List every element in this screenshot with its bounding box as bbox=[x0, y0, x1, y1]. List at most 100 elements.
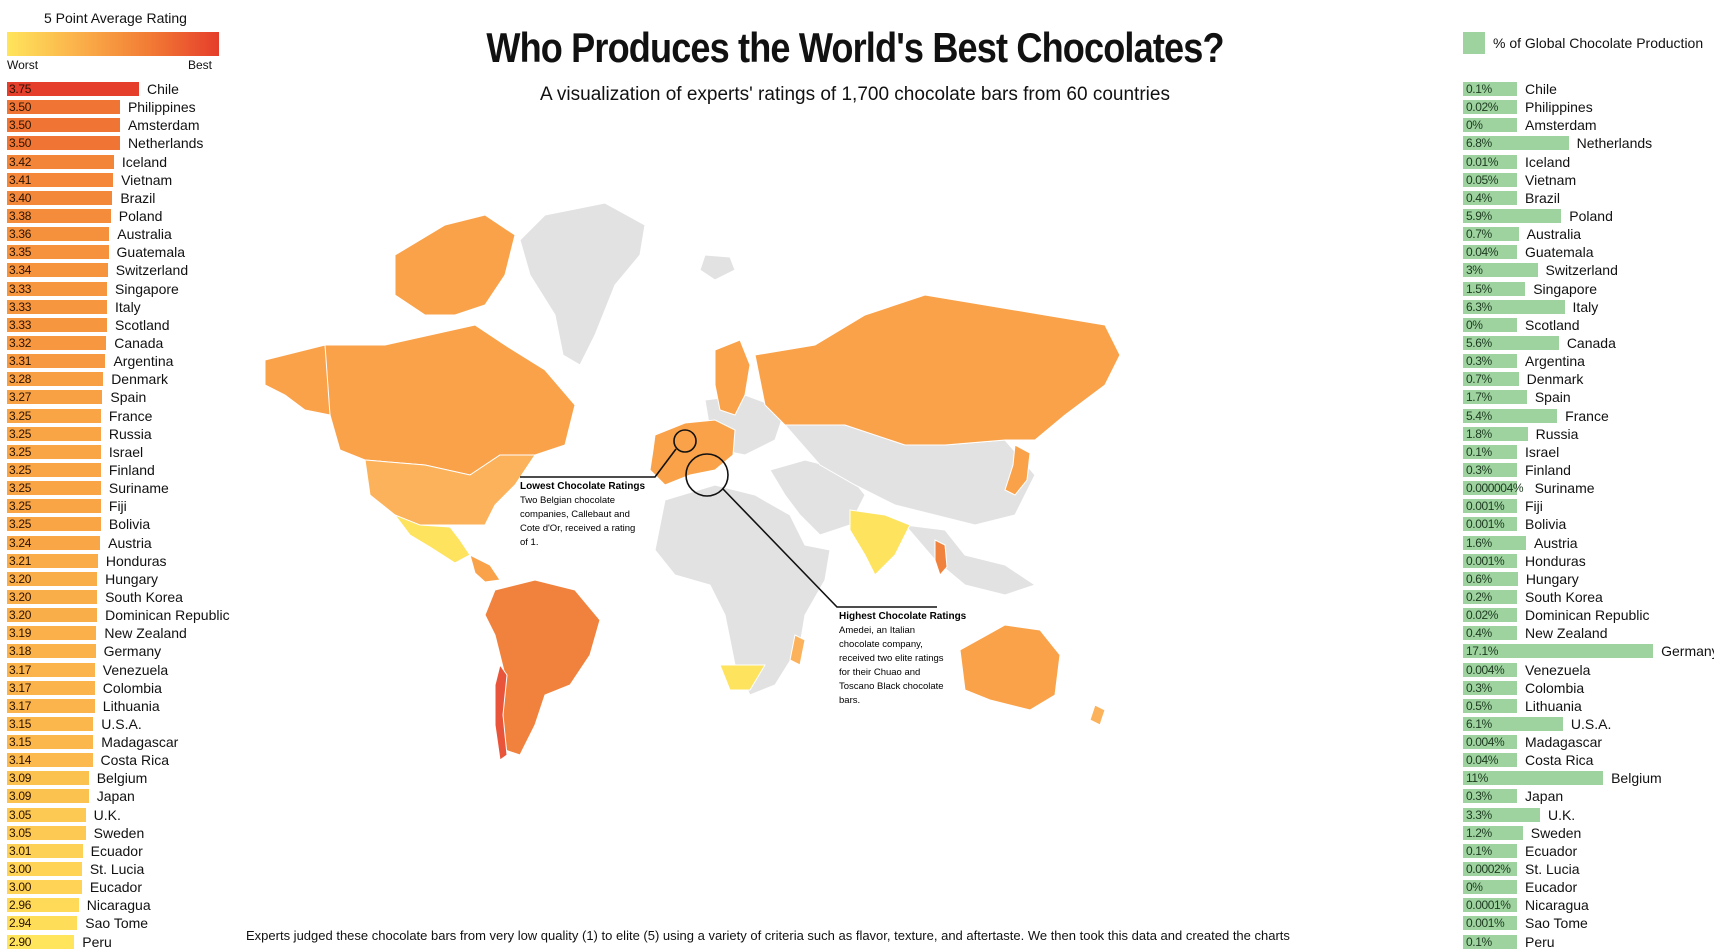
lowest-callout-line-3: Cote d'Or, received a rating bbox=[520, 523, 635, 534]
production-legend-swatch bbox=[1463, 32, 1485, 54]
rating-country-label: Germany bbox=[103, 643, 162, 660]
rating-value-label: 2.94 bbox=[9, 916, 32, 931]
rating-value-label: 3.05 bbox=[9, 807, 32, 822]
production-bar bbox=[1463, 372, 1519, 387]
production-country-label: Austria bbox=[1534, 534, 1578, 551]
production-country-label: Scotland bbox=[1525, 316, 1580, 333]
rating-row: 3.40 Brazil bbox=[0, 190, 240, 208]
south-america-shape bbox=[484, 579, 601, 756]
production-country-label: Fiji bbox=[1525, 498, 1543, 515]
rating-bar bbox=[7, 227, 110, 242]
rating-value-label: 3.42 bbox=[9, 154, 32, 169]
production-country-label: Australia bbox=[1526, 226, 1582, 243]
production-row: 5.4% France bbox=[1455, 408, 1714, 426]
production-country-label: Denmark bbox=[1526, 371, 1584, 388]
production-value-label: 0.004% bbox=[1466, 662, 1505, 677]
rating-bar bbox=[7, 444, 101, 459]
rating-country-label: New Zealand bbox=[104, 625, 187, 642]
production-value-label: 0.0001% bbox=[1466, 898, 1511, 913]
rating-country-label: U.K. bbox=[93, 806, 121, 823]
production-bar bbox=[1463, 843, 1517, 858]
rating-country-label: Ecuador bbox=[90, 842, 143, 859]
rating-bar bbox=[7, 481, 101, 496]
rating-value-label: 3.20 bbox=[9, 589, 32, 604]
south-africa-shape bbox=[719, 664, 766, 691]
production-bar bbox=[1463, 789, 1517, 804]
production-bar bbox=[1463, 771, 1604, 786]
production-bar bbox=[1463, 644, 1654, 659]
production-value-label: 0.6% bbox=[1466, 571, 1492, 586]
production-row: 0.1% Peru bbox=[1455, 934, 1714, 952]
rating-value-label: 3.25 bbox=[9, 444, 32, 459]
highest-callout-title: Highest Chocolate Ratings bbox=[839, 611, 967, 622]
lowest-callout-line-2: companies, Callebaut and bbox=[520, 509, 630, 520]
production-row: 0.004% Madagascar bbox=[1455, 734, 1714, 752]
rating-value-label: 3.17 bbox=[9, 662, 32, 677]
production-bar bbox=[1463, 499, 1517, 514]
production-row: 5.6% Canada bbox=[1455, 335, 1714, 353]
production-bar bbox=[1463, 118, 1517, 133]
rating-bar bbox=[7, 245, 109, 260]
callout-lines bbox=[520, 429, 937, 608]
rating-value-label: 3.31 bbox=[9, 354, 32, 369]
production-value-label: 0.001% bbox=[1466, 499, 1505, 514]
production-bar bbox=[1463, 662, 1517, 677]
rating-value-label: 3.36 bbox=[9, 227, 32, 242]
production-value-label: 0% bbox=[1466, 317, 1483, 332]
production-country-label: Vietnam bbox=[1525, 171, 1577, 188]
production-row: 0.2% South Korea bbox=[1455, 589, 1714, 607]
production-bar bbox=[1463, 698, 1517, 713]
page-subtitle: A visualization of experts' ratings of 1… bbox=[540, 84, 1170, 105]
rating-value-label: 3.32 bbox=[9, 335, 32, 350]
rating-scale-title: 5 Point Average Rating bbox=[44, 10, 187, 26]
production-row: 0.7% Denmark bbox=[1455, 371, 1714, 389]
rating-country-label: South Korea bbox=[105, 588, 183, 605]
rating-country-label: Singapore bbox=[115, 280, 179, 297]
rating-value-label: 3.25 bbox=[9, 426, 32, 441]
production-value-label: 6.8% bbox=[1466, 136, 1492, 151]
rating-bar-list: 3.75 Chile 3.50 Philippines 3.50 Amsterdam 3.5… bbox=[0, 81, 240, 952]
production-row: 0.1% Chile bbox=[1455, 81, 1714, 99]
production-bar bbox=[1463, 354, 1517, 369]
rating-country-label: Eucador bbox=[89, 879, 142, 896]
production-value-label: 0% bbox=[1466, 118, 1483, 133]
rating-row: 3.05 Sweden bbox=[0, 825, 240, 843]
production-bar bbox=[1463, 390, 1527, 405]
rating-row: 3.27 Spain bbox=[0, 389, 240, 407]
rating-value-label: 2.90 bbox=[9, 934, 32, 949]
rating-country-label: Brazil bbox=[120, 189, 156, 206]
production-value-label: 6.3% bbox=[1466, 299, 1492, 314]
production-row: 0.000004% Suriname bbox=[1455, 480, 1714, 498]
production-bar bbox=[1463, 462, 1517, 477]
rating-country-label: Peru bbox=[82, 933, 112, 950]
production-row: 0.001% Fiji bbox=[1455, 498, 1714, 516]
production-value-label: 0.000004% bbox=[1466, 481, 1524, 496]
arctic-islands-shape bbox=[394, 214, 516, 316]
rating-row: 3.25 Finland bbox=[0, 462, 240, 480]
rating-bar bbox=[7, 517, 101, 532]
production-value-label: 0.7% bbox=[1466, 227, 1492, 242]
page-title: Who Produces the World's Best Chocolates… bbox=[486, 24, 1224, 71]
rating-row: 3.25 Suriname bbox=[0, 480, 240, 498]
production-bar bbox=[1463, 299, 1565, 314]
production-row: 3.3% U.K. bbox=[1455, 807, 1714, 825]
rating-country-label: St. Lucia bbox=[89, 861, 145, 878]
production-value-label: 0.3% bbox=[1466, 789, 1492, 804]
rating-row: 3.17 Lithuania bbox=[0, 698, 240, 716]
production-row: 0.3% Japan bbox=[1455, 788, 1714, 806]
rating-value-label: 3.20 bbox=[9, 571, 32, 586]
rating-bar bbox=[7, 390, 103, 405]
production-value-label: 6.1% bbox=[1466, 716, 1492, 731]
rating-country-label: France bbox=[108, 407, 153, 424]
production-value-label: 5.4% bbox=[1466, 408, 1492, 423]
production-row: 0.6% Hungary bbox=[1455, 571, 1714, 589]
production-bar bbox=[1463, 535, 1527, 550]
rating-country-label: Finland bbox=[108, 461, 155, 478]
production-value-label: 0.001% bbox=[1466, 517, 1505, 532]
production-value-label: 1.6% bbox=[1466, 535, 1492, 550]
rating-value-label: 3.33 bbox=[9, 299, 32, 314]
rating-row: 3.31 Argentina bbox=[0, 353, 240, 371]
production-country-label: Sao Tome bbox=[1525, 915, 1588, 932]
rating-value-label: 3.25 bbox=[9, 481, 32, 496]
production-bar bbox=[1463, 190, 1517, 205]
